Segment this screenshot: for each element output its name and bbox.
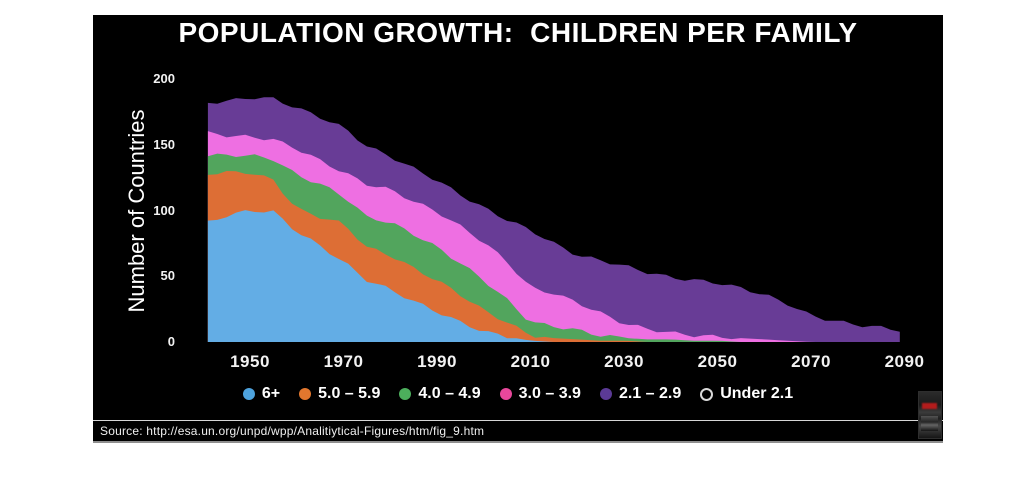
- legend-label: 6+: [261, 385, 281, 402]
- legend-label: 5.0 – 5.9: [318, 385, 381, 402]
- legend-dot-icon: [242, 388, 255, 400]
- page-title: POPULATION GROWTH: CHILDREN PER FAMILY: [178, 17, 858, 48]
- slide: POPULATION GROWTH: CHILDREN PER FAMILY N…: [93, 15, 943, 443]
- x-tick-label: 1950: [230, 352, 270, 371]
- legend-item-5.0 – 5.9: 5.0 – 5.9: [299, 385, 380, 403]
- stacked-area-chart: [207, 97, 900, 342]
- x-tick-label: 2030: [604, 352, 644, 371]
- y-tick-label: 150: [153, 136, 175, 152]
- divider-line: [93, 420, 943, 421]
- legend-item-Under 2.1: Under 2.1: [700, 385, 793, 403]
- legend-item-6+: 6+: [242, 385, 281, 403]
- legend-label: 2.1 – 2.9: [618, 385, 682, 402]
- y-tick-label: 50: [160, 268, 175, 284]
- legend-dot-icon: [599, 388, 612, 400]
- chart-legend: 6+ 5.0 – 5.9 4.0 – 4.9 3.0 – 3.9 2.1 – 2.9 Un…: [93, 385, 943, 403]
- open-circle-icon: [700, 387, 714, 401]
- y-tick-label: 200: [153, 71, 175, 86]
- legend-dot-icon: [399, 388, 412, 400]
- legend-item-4.0 – 4.9: 4.0 – 4.9: [399, 385, 481, 403]
- legend-dot-icon: [299, 388, 312, 400]
- x-tick-label: 2050: [697, 352, 738, 371]
- legend-label: 3.0 – 3.9: [518, 385, 581, 402]
- x-tick-label: 1970: [323, 352, 364, 371]
- legend-item-2.1 – 2.9: 2.1 – 2.9: [599, 385, 682, 403]
- legend-item-3.0 – 3.9: 3.0 – 3.9: [499, 385, 581, 403]
- legend-label: 4.0 – 4.9: [418, 385, 481, 402]
- x-tick-label: 2070: [791, 352, 831, 371]
- video-thumbnail[interactable]: [918, 391, 942, 439]
- legend-label: Under 2.1: [720, 385, 794, 402]
- y-tick-label: 0: [167, 334, 175, 349]
- x-tick-label: 2090: [884, 352, 925, 371]
- legend-dot-icon: [499, 388, 512, 400]
- y-tick-label: 100: [153, 202, 175, 218]
- x-tick-label: 1990: [417, 352, 457, 371]
- x-tick-label: 2010: [510, 352, 551, 371]
- area-series-6+: [207, 210, 900, 342]
- source-text: Source: http://esa.un.org/unpd/wpp/Anali…: [100, 424, 485, 438]
